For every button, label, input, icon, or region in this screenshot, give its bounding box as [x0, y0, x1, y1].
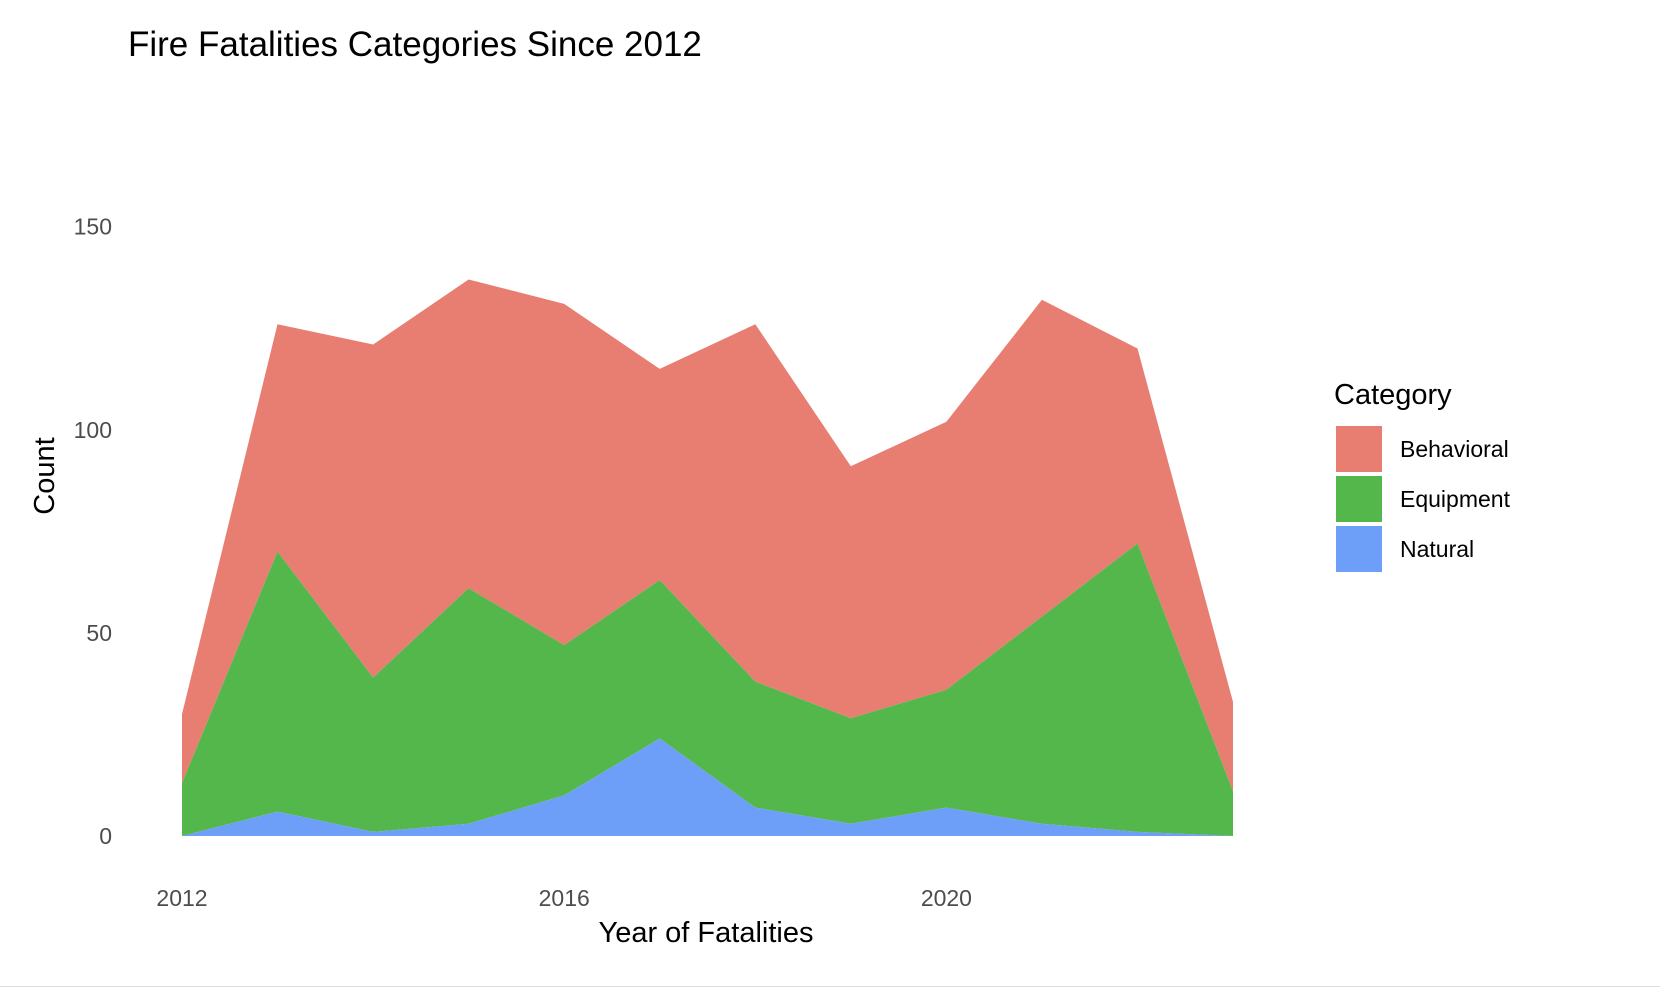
area-natural: [182, 738, 1233, 836]
y-tick-label: 50: [86, 620, 112, 646]
legend-label-equipment: Equipment: [1400, 486, 1511, 512]
legend-swatch-behavioral: [1336, 426, 1382, 472]
area-equipment: [182, 543, 1233, 836]
legend-items: Behavioral Equipment Natural: [1336, 426, 1511, 572]
y-tick-label: 150: [74, 214, 112, 240]
y-tick-label: 100: [74, 417, 112, 443]
x-tick-label: 2016: [539, 885, 590, 911]
legend: Category Behavioral Equipment Natural: [1334, 379, 1511, 572]
area-layers: [182, 279, 1233, 836]
chart-title: Fire Fatalities Categories Since 2012: [128, 25, 702, 64]
bottom-divider: [0, 986, 1660, 987]
x-tick-label: 2012: [156, 885, 207, 911]
legend-label-behavioral: Behavioral: [1400, 436, 1509, 462]
area-behavioral: [182, 279, 1233, 792]
y-tick-label: 0: [99, 823, 112, 849]
legend-title: Category: [1334, 379, 1452, 411]
x-axis-title: Year of Fatalities: [599, 917, 814, 949]
legend-label-natural: Natural: [1400, 536, 1474, 562]
y-axis-title: Count: [29, 437, 61, 514]
legend-swatch-natural: [1336, 526, 1382, 572]
y-axis-ticks: 0 50 100 150: [74, 214, 112, 849]
legend-swatch-equipment: [1336, 476, 1382, 522]
x-axis-ticks: 2012 2016 2020: [156, 885, 972, 911]
x-tick-label: 2020: [921, 885, 972, 911]
